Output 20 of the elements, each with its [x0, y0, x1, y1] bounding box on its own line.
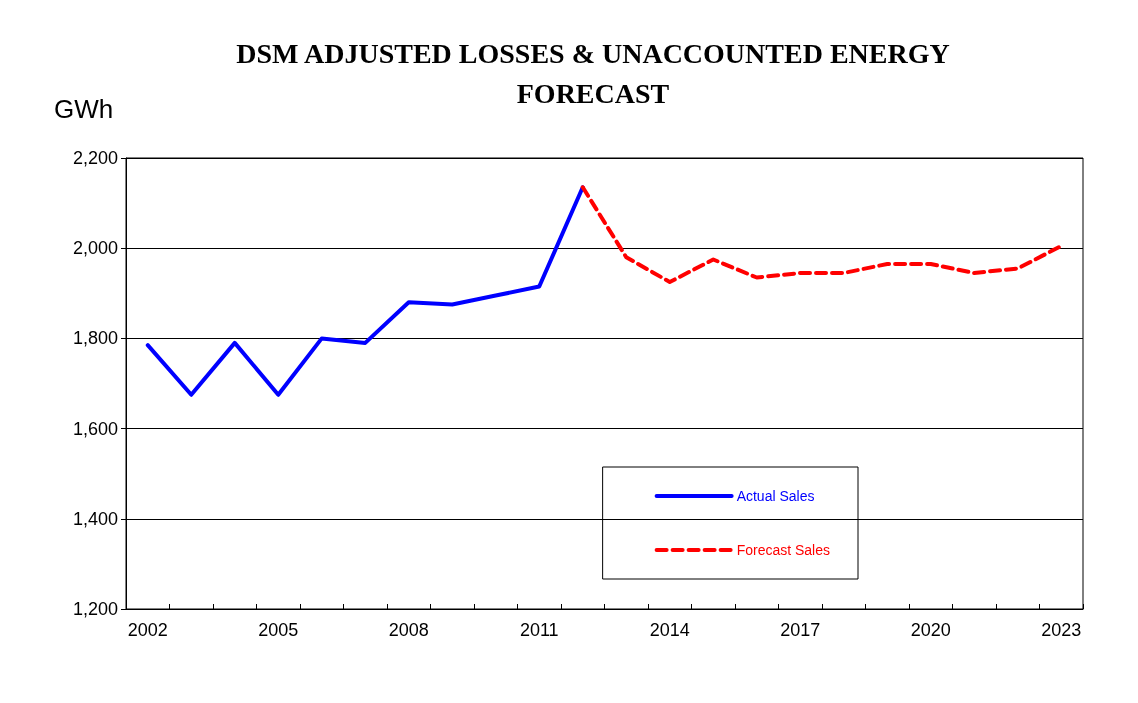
x-tick-label: 2002	[127, 620, 168, 640]
y-tick-label: 1,600	[72, 418, 118, 439]
y-axis-title: GWh	[54, 94, 114, 124]
chart-title: DSM ADJUSTED LOSSES & UNACCOUNTED ENERGY FORECAST	[236, 37, 950, 109]
text: Actual Sales	[736, 488, 815, 504]
y-tick-label: 2,000	[72, 238, 118, 259]
y-tick-label: 1,400	[72, 508, 118, 529]
line-series	[145, 185, 585, 397]
x-tick-label: 2023	[1041, 620, 1082, 640]
x-tick-label: 2008	[388, 620, 429, 640]
y-tick-label: 1,800	[72, 328, 118, 349]
text: Forecast Sales	[736, 542, 830, 558]
x-tick-label: 2020	[910, 620, 951, 640]
line-series	[580, 185, 1064, 285]
x-tick-label: 2011	[519, 620, 559, 640]
x-tick-label: 2014	[649, 620, 690, 640]
y-tick-label: 2,200	[72, 148, 118, 168]
x-tick-label: 2017	[780, 620, 821, 640]
x-tick-label: 2005	[258, 620, 299, 640]
y-tick-label: 1,200	[72, 599, 118, 619]
